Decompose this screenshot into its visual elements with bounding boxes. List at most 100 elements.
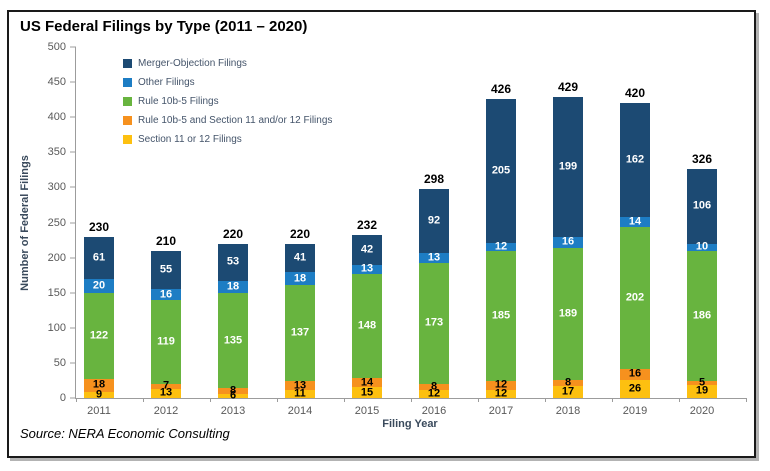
legend-label: Section 11 or 12 Filings (138, 134, 242, 145)
x-tick-mark (277, 398, 278, 402)
bar-segment: 189 (553, 247, 583, 381)
legend-swatch (123, 116, 132, 125)
x-tick-mark (746, 398, 747, 402)
bar-segment: 14 (352, 376, 382, 389)
bar-segment: 185 (486, 251, 516, 382)
bar-segment-label: 12 (494, 387, 508, 400)
bar-slot: 53 18 135 8 6 220 2013 (210, 47, 277, 417)
bar-slot: 92 13 173 8 12 298 2016 (411, 47, 478, 417)
bar-segment-label: 106 (692, 199, 712, 212)
bar-total-label: 426 (490, 81, 512, 96)
bar-segment: 106 (687, 169, 717, 244)
bar-segment-label: 41 (293, 251, 307, 264)
bar-segment-label: 122 (89, 329, 109, 342)
x-tick-mark (411, 398, 412, 402)
bar-segment-label: 173 (424, 316, 444, 329)
x-tick-label: 2016 (421, 405, 447, 417)
y-tick-mark (70, 327, 76, 329)
y-axis: 0 50 100 150 200 250 300 350 400 450 500 (9, 41, 66, 404)
bar-total-label: 232 (356, 218, 378, 233)
bar-segment-label: 18 (293, 272, 307, 285)
x-axis-title: Filing Year (382, 418, 438, 430)
bar-segment: 13 (352, 263, 382, 274)
bar-slot: 55 16 119 7 13 210 2012 (143, 47, 210, 417)
bar-segment-label: 8 (564, 376, 572, 389)
x-tick-mark (76, 398, 77, 402)
bar-segment: 8 (218, 385, 248, 396)
bar: 61 20 122 18 9 (84, 236, 114, 401)
bar-segment-label: 199 (558, 160, 578, 173)
bar-total-label: 298 (423, 171, 445, 186)
legend-label: Rule 10b-5 and Section 11 and/or 12 Fili… (138, 115, 333, 126)
y-tick-label: 500 (47, 41, 66, 53)
bar-segment: 12 (486, 378, 516, 391)
bar-segment-label: 13 (427, 251, 441, 264)
bar-segment: 42 (352, 235, 382, 265)
legend-swatch (123, 78, 132, 87)
plot-area: 61 20 122 18 9 230 2011 55 16 119 7 13 210 2012 53 18 13… (70, 46, 747, 417)
bar-segment: 10 (687, 241, 717, 252)
y-tick-label: 300 (47, 181, 66, 194)
bar-total-label: 210 (155, 233, 177, 248)
x-tick-label: 2015 (354, 405, 380, 417)
bar-segment: 61 (84, 236, 114, 280)
bar-segment: 26 (620, 379, 650, 398)
bar-segment-label: 13 (159, 386, 173, 399)
x-tick-mark (344, 398, 345, 402)
bar-segment-label: 8 (430, 380, 438, 393)
y-tick-mark (70, 186, 76, 188)
x-tick-label: 2017 (488, 405, 514, 417)
bar: 205 12 185 12 12 (486, 98, 516, 400)
bar: 55 16 119 7 13 (151, 250, 181, 399)
bar-segment: 55 (151, 250, 181, 290)
bar-segment-label: 12 (494, 378, 508, 391)
bar-segment: 137 (285, 284, 315, 382)
x-tick-label: 2011 (87, 405, 111, 417)
legend-item: Rule 10b-5 and Section 11 and/or 12 Fili… (123, 115, 332, 126)
bar-segment: 5 (687, 377, 717, 388)
bar-segment-label: 13 (293, 379, 307, 392)
bar-segment-label: 11 (294, 387, 306, 400)
bar-segment: 17 (553, 386, 583, 398)
bar-segment-label: 5 (698, 376, 706, 389)
bar-slot: 162 14 202 16 26 420 2019 (612, 47, 679, 417)
source-note: Source: NERA Economic Consulting (20, 426, 230, 441)
bar-segment: 173 (419, 262, 449, 384)
bar-segment: 205 (486, 98, 516, 243)
bar-segment-label: 18 (92, 378, 106, 391)
bar-segment-label: 9 (95, 388, 103, 401)
bar-total-label: 230 (88, 219, 110, 234)
legend-item: Rule 10b-5 Filings (123, 96, 332, 107)
bar-segment-label: 18 (226, 280, 240, 293)
bar-segment: 53 (218, 243, 248, 281)
bar-segment-label: 7 (162, 379, 170, 392)
y-tick-label: 350 (47, 146, 66, 159)
bar-segment: 16 (151, 289, 181, 301)
y-tick-mark (70, 222, 76, 223)
bar-segment: 119 (151, 300, 181, 384)
y-tick-label: 450 (47, 76, 66, 89)
bar-segment-label: 16 (561, 235, 575, 248)
bar-segment-label: 53 (226, 255, 240, 268)
bar: 199 16 189 8 17 (553, 96, 583, 398)
y-tick-label: 200 (47, 251, 66, 264)
x-tick-label: 2012 (153, 405, 179, 417)
chart-frame: US Federal Filings by Type (2011 – 2020)… (7, 10, 756, 458)
bar-segment-label: 205 (491, 164, 511, 177)
bar-segment-label: 162 (625, 153, 645, 166)
legend-swatch (123, 97, 132, 106)
bar-segment-label: 14 (360, 376, 374, 389)
bar-segment-label: 185 (491, 309, 511, 322)
bar-segment-label: 6 (229, 389, 237, 402)
bar-segment-label: 15 (360, 386, 374, 399)
x-tick-label: 2020 (689, 405, 715, 417)
bar-segment-label: 135 (223, 334, 243, 347)
bar-segment: 13 (151, 386, 181, 399)
bar-segment: 13 (285, 379, 315, 392)
legend-swatch (123, 59, 132, 68)
bar-segment-label: 186 (692, 309, 712, 322)
bar-segment-label: 148 (357, 319, 377, 332)
bar-segment-label: 14 (628, 215, 642, 228)
y-tick-mark (70, 116, 76, 118)
bar-segment-label: 42 (360, 243, 374, 256)
